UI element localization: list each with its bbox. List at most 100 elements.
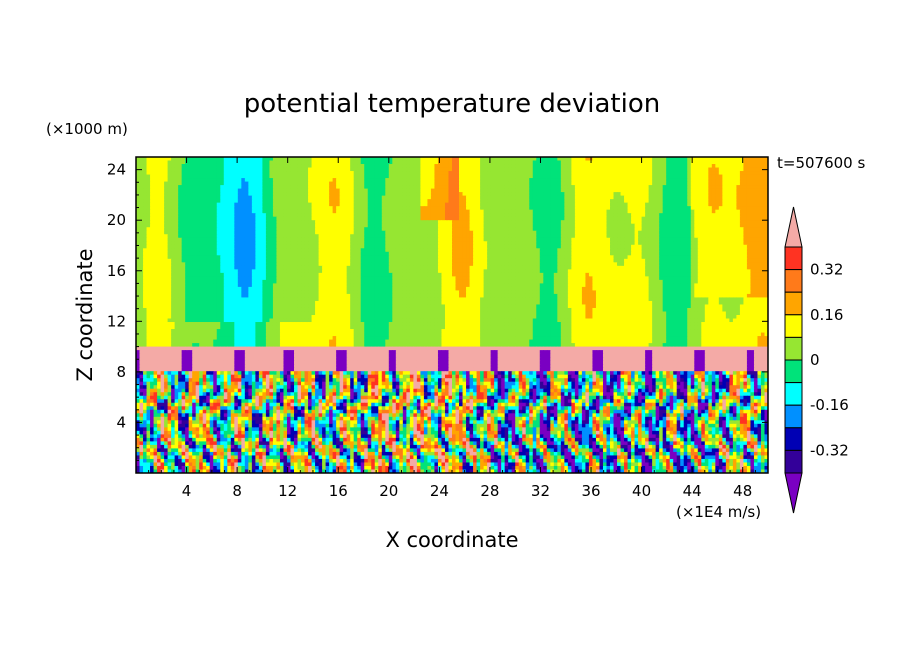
heatmap-cell [409,213,414,218]
heatmap-cell [490,244,495,249]
heatmap-cell [185,171,190,176]
heatmap-cell [550,234,555,239]
heatmap-cell [409,216,414,221]
heatmap-cell [227,192,232,197]
heatmap-cell [286,202,292,207]
heatmap-cell [483,206,488,211]
heatmap-cell [676,195,681,200]
heatmap-cell [139,248,144,253]
heatmap-cell [483,192,488,197]
heatmap-cell [157,174,162,179]
heatmap-cell [718,164,723,169]
heatmap-cell [497,220,502,225]
heatmap-cell [216,157,221,162]
heatmap-cell [599,195,604,200]
heatmap-cell [441,202,446,207]
heatmap-cell [602,195,608,200]
heatmap-cell [171,209,176,214]
heatmap-cell [564,178,569,183]
heatmap-cell [448,237,453,242]
heatmap-cell [395,157,400,162]
heatmap-cell [690,202,695,207]
heatmap-cell [269,227,274,232]
heatmap-cell [262,223,267,228]
heatmap-cell [181,167,186,172]
heatmap-cell [469,181,474,186]
heatmap-cell [522,174,527,179]
heatmap-cell [276,192,281,197]
heatmap-cell [487,223,492,228]
heatmap-cell [444,213,450,218]
heatmap-cell [494,213,499,218]
heatmap-cell [336,227,341,232]
heatmap-cell [539,251,544,256]
heatmap-cell [448,160,453,165]
heatmap-cell [304,199,309,204]
heatmap-cell [480,230,485,235]
heatmap-cell [518,178,523,183]
heatmap-cell [339,174,344,179]
heatmap-cell [381,248,386,253]
heatmap-cell [430,178,436,183]
heatmap-cell [343,241,348,246]
heatmap-cell [374,237,379,242]
heatmap-cell [346,209,351,214]
heatmap-cell [360,181,365,186]
heatmap-cell [476,213,481,218]
heatmap-cell [455,213,460,218]
heatmap-cell [378,223,383,228]
heatmap-cell [378,195,383,200]
heatmap-cell [511,171,516,176]
heatmap-cell [353,188,358,193]
heatmap-cell [536,171,541,176]
heatmap-cell [388,206,393,211]
heatmap-cell [160,157,165,162]
heatmap-cell [638,209,643,214]
heatmap-cell [581,244,587,249]
heatmap-cell [276,188,281,193]
heatmap-cell [553,230,558,235]
heatmap-cell [251,237,256,242]
heatmap-cell [655,230,660,235]
heatmap-cell [497,251,502,256]
heatmap-cell [683,199,688,204]
heatmap-cell [641,164,646,169]
heatmap-cell [683,237,688,242]
heatmap-cell [167,234,172,239]
heatmap-cell [602,244,608,249]
heatmap-cell [518,164,523,169]
heatmap-cell [746,223,752,228]
heatmap-cell [508,216,513,221]
heatmap-cell [690,244,695,249]
heatmap-cell [676,223,681,228]
heatmap-cell [666,227,671,232]
heatmap-cell [286,195,292,200]
heatmap-cell [223,213,228,218]
heatmap-cell [581,174,587,179]
heatmap-cell [308,167,313,172]
heatmap-cell [209,157,214,162]
heatmap-cell [687,164,692,169]
heatmap-cell [757,244,762,249]
heatmap-cell [711,199,716,204]
heatmap-cell [743,195,748,200]
heatmap-cell [578,248,583,253]
heatmap-cell [631,202,636,207]
heatmap-cell [248,171,253,176]
heatmap-cell [167,230,172,235]
heatmap-cell [248,216,253,221]
heatmap-cell [638,227,643,232]
heatmap-cell [532,248,537,253]
heatmap-cell [753,171,759,176]
heatmap-cell [308,199,313,204]
heatmap-cell [346,157,351,162]
heatmap-cell [227,174,232,179]
heatmap-cell [487,216,492,221]
heatmap-cell [392,206,397,211]
heatmap-cell [216,181,221,186]
heatmap-cell [304,164,309,169]
heatmap-cell [602,209,608,214]
heatmap-cell [701,241,706,246]
heatmap-cell [220,227,225,232]
heatmap-cell [508,199,513,204]
